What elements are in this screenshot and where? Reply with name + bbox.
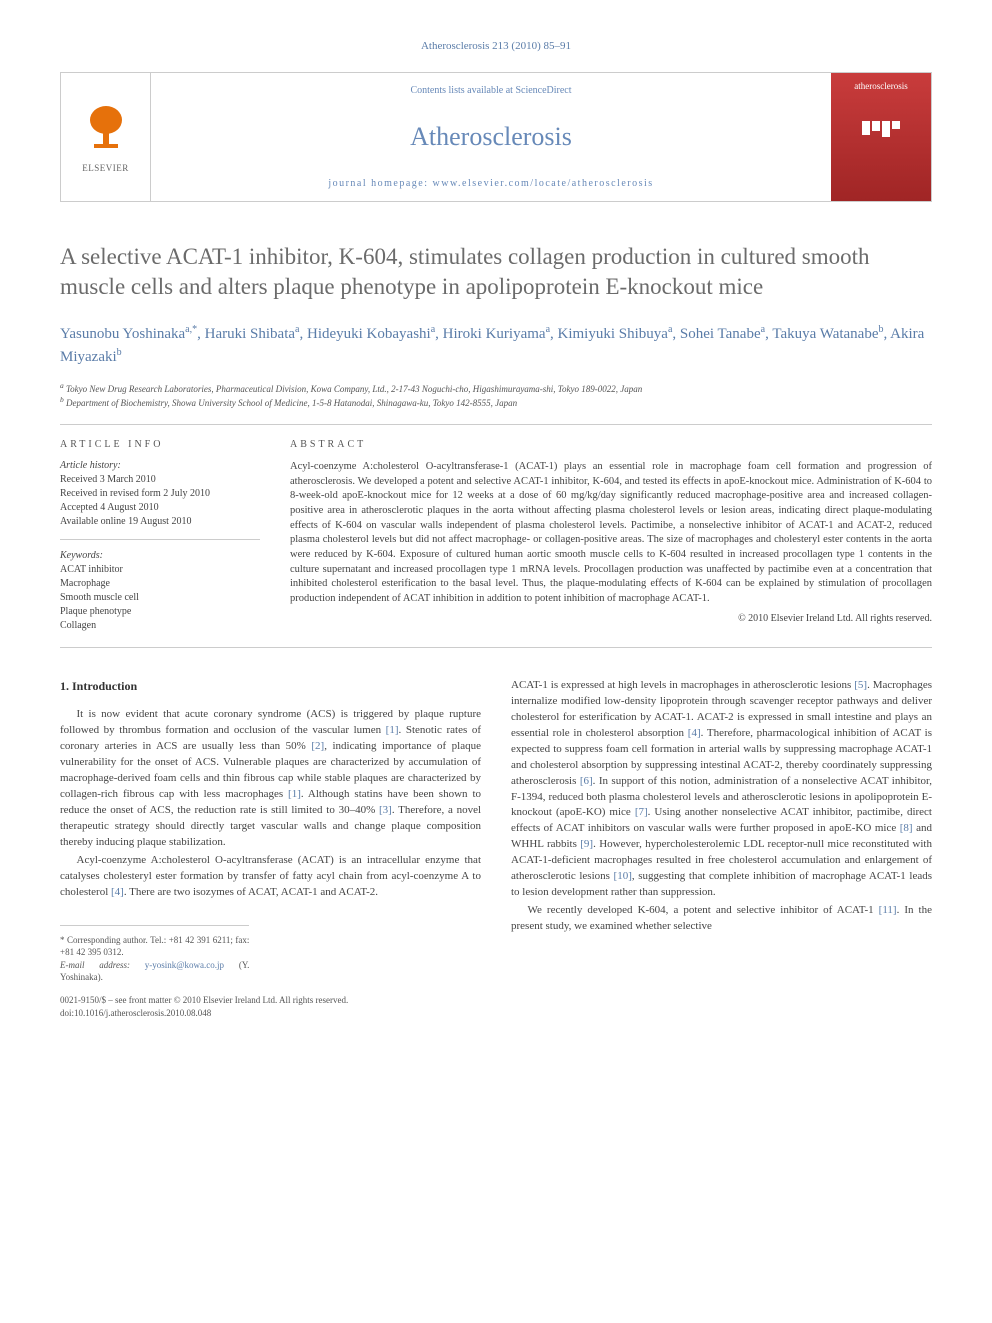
journal-header-center: Contents lists available at ScienceDirec…	[151, 73, 831, 201]
email-label: E-mail address:	[60, 960, 130, 970]
body-paragraph: Acyl-coenzyme A:cholesterol O-acyltransf…	[60, 853, 481, 901]
affiliation-a: a Tokyo New Drug Research Laboratories, …	[60, 381, 932, 396]
author-list: Yasunobu Yoshinakaa,*, Haruki Shibataa, …	[60, 322, 932, 369]
elsevier-logo: ELSEVIER	[61, 73, 151, 201]
affiliations: a Tokyo New Drug Research Laboratories, …	[60, 381, 932, 410]
journal-cover-thumb: atherosclerosis	[831, 73, 931, 201]
article-info-column: ARTICLE INFO Article history: Received 3…	[60, 439, 260, 633]
journal-homepage-line: journal homepage: www.elsevier.com/locat…	[171, 178, 811, 189]
body-column-right: ACAT-1 is expressed at high levels in ma…	[511, 678, 932, 1020]
abstract-column: ABSTRACT Acyl-coenzyme A:cholesterol O-a…	[290, 439, 932, 633]
corr-email-line: E-mail address: y-yosink@kowa.co.jp (Y. …	[60, 959, 249, 984]
journal-name: Atherosclerosis	[171, 122, 811, 152]
abstract-heading: ABSTRACT	[290, 439, 932, 450]
body-columns: 1. Introduction It is now evident that a…	[60, 678, 932, 1020]
abstract-copyright: © 2010 Elsevier Ireland Ltd. All rights …	[290, 613, 932, 624]
elsevier-label: ELSEVIER	[82, 163, 129, 173]
affiliation-b: b Department of Biochemistry, Showa Univ…	[60, 395, 932, 410]
article-title: A selective ACAT-1 inhibitor, K-604, sti…	[60, 242, 932, 302]
info-abstract-row: ARTICLE INFO Article history: Received 3…	[60, 439, 932, 633]
doi-line: doi:10.1016/j.atherosclerosis.2010.08.04…	[60, 1007, 481, 1020]
article-info-heading: ARTICLE INFO	[60, 439, 260, 450]
corresponding-author-footer: * Corresponding author. Tel.: +81 42 391…	[60, 925, 249, 984]
issn-line: 0021-9150/$ – see front matter © 2010 El…	[60, 994, 481, 1007]
keyword: Collagen	[60, 619, 260, 633]
cover-title: atherosclerosis	[854, 81, 907, 91]
history-subhead: Article history:	[60, 460, 260, 471]
homepage-url[interactable]: www.elsevier.com/locate/atherosclerosis	[433, 178, 654, 189]
body-column-left: 1. Introduction It is now evident that a…	[60, 678, 481, 1020]
history-line: Available online 19 August 2010	[60, 515, 260, 529]
keyword: ACAT inhibitor	[60, 563, 260, 577]
keywords-block: Keywords: ACAT inhibitor Macrophage Smoo…	[60, 550, 260, 633]
keywords-subhead: Keywords:	[60, 550, 260, 561]
keyword: Smooth muscle cell	[60, 591, 260, 605]
history-line: Received in revised form 2 July 2010	[60, 487, 260, 501]
journal-header: ELSEVIER Contents lists available at Sci…	[60, 72, 932, 202]
keyword: Macrophage	[60, 577, 260, 591]
body-paragraph: ACAT-1 is expressed at high levels in ma…	[511, 678, 932, 901]
section-heading: 1. Introduction	[60, 678, 481, 695]
email-link[interactable]: y-yosink@kowa.co.jp	[145, 960, 224, 970]
cover-bars-icon	[862, 121, 900, 137]
history-line: Accepted 4 August 2010	[60, 501, 260, 515]
body-paragraph: It is now evident that acute coronary sy…	[60, 707, 481, 850]
contents-pre: Contents lists available at	[410, 85, 515, 96]
running-header: Atherosclerosis 213 (2010) 85–91	[60, 40, 932, 52]
body-paragraph: We recently developed K-604, a potent an…	[511, 903, 932, 935]
elsevier-tree-icon	[84, 102, 128, 159]
keyword: Plaque phenotype	[60, 605, 260, 619]
homepage-pre: journal homepage:	[328, 178, 432, 189]
article-history-block: Article history: Received 3 March 2010 R…	[60, 460, 260, 540]
contents-available-line: Contents lists available at ScienceDirec…	[171, 85, 811, 96]
divider	[60, 424, 932, 425]
sciencedirect-link[interactable]: ScienceDirect	[515, 85, 571, 96]
corr-author-line: * Corresponding author. Tel.: +81 42 391…	[60, 934, 249, 959]
divider	[60, 647, 932, 648]
abstract-body: Acyl-coenzyme A:cholesterol O-acyltransf…	[290, 460, 932, 607]
history-line: Received 3 March 2010	[60, 473, 260, 487]
